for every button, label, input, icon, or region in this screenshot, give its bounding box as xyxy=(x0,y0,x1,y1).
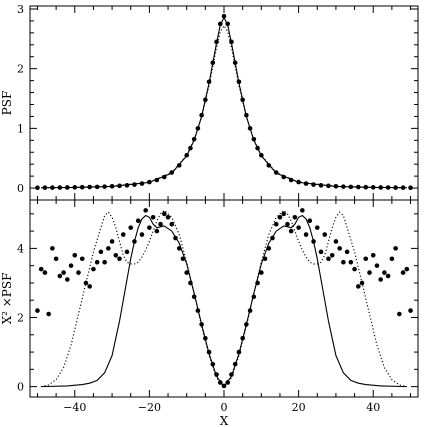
x-axis-label: X xyxy=(220,414,229,427)
data-point xyxy=(65,277,70,282)
data-point xyxy=(259,270,264,275)
data-point xyxy=(143,208,148,213)
data-point xyxy=(117,256,122,262)
data-point xyxy=(318,249,324,255)
data-point xyxy=(273,221,279,227)
data-point xyxy=(42,270,48,275)
dotted-curve xyxy=(41,209,407,388)
data-point xyxy=(408,308,413,313)
psf-panel: 0 1 2 3 PSF xyxy=(0,3,419,201)
data-point xyxy=(288,228,294,234)
data-point xyxy=(57,273,63,279)
y-tick-label: 3 xyxy=(17,3,24,16)
data-point xyxy=(307,218,313,224)
data-point xyxy=(333,239,339,244)
data-point xyxy=(158,221,163,227)
data-point xyxy=(370,252,376,258)
data-point xyxy=(46,311,51,317)
data-point xyxy=(374,263,380,268)
data-point xyxy=(124,249,130,255)
data-point xyxy=(292,214,298,220)
data-point xyxy=(94,259,100,265)
data-point xyxy=(135,218,141,224)
data-point xyxy=(408,185,413,191)
data-point xyxy=(72,252,78,258)
data-point xyxy=(165,214,171,220)
data-point xyxy=(389,256,395,262)
data-point xyxy=(352,266,357,272)
data-point xyxy=(363,256,369,262)
data-point xyxy=(277,214,283,220)
data-point xyxy=(337,246,342,251)
data-point xyxy=(154,228,160,234)
dotted-curve xyxy=(41,24,407,189)
data-point xyxy=(329,252,335,258)
y-axis-label: X² ×PSF xyxy=(0,273,14,325)
data-point xyxy=(38,266,44,272)
data-point xyxy=(300,208,305,213)
data-point xyxy=(184,270,189,275)
solid-curve xyxy=(41,214,407,388)
data-point xyxy=(296,225,301,230)
data-point xyxy=(139,232,145,237)
data-point xyxy=(397,311,402,317)
solid-curve xyxy=(41,16,407,189)
data-point xyxy=(169,221,175,227)
data-point xyxy=(53,256,59,262)
x-tick-label: 20 xyxy=(292,401,306,414)
y-tick-label: 0 xyxy=(17,182,24,195)
data-point xyxy=(393,246,398,251)
data-point xyxy=(98,249,104,255)
data-point xyxy=(91,266,96,272)
data-point xyxy=(79,256,85,262)
data-point xyxy=(348,259,354,265)
data-point xyxy=(87,284,92,289)
data-point xyxy=(356,284,361,289)
plot-frame xyxy=(29,5,419,201)
data-point xyxy=(120,232,126,237)
data-point xyxy=(341,259,346,265)
x-tick-label: −40 xyxy=(63,401,86,414)
data-point xyxy=(109,239,115,244)
data-point xyxy=(322,232,328,237)
data-point xyxy=(162,211,167,217)
y-tick-label: 1 xyxy=(17,122,24,135)
data-point xyxy=(150,214,156,220)
x-tick-label: 0 xyxy=(221,401,228,414)
y-tick-label: 4 xyxy=(17,242,24,255)
x-tick-label: 40 xyxy=(366,401,380,414)
data-point xyxy=(404,266,410,272)
data-point xyxy=(303,232,309,237)
data-point xyxy=(147,225,152,230)
data-point xyxy=(128,225,134,230)
data-point xyxy=(314,225,320,230)
x2-psf-panel: 0 2 4 −40 −20 0 20 40 X² ×PSF X xyxy=(0,199,419,427)
data-point xyxy=(102,259,107,265)
y-tick-label: 0 xyxy=(17,381,24,394)
y-tick-label: 2 xyxy=(17,312,24,325)
data-point xyxy=(106,246,111,251)
data-point xyxy=(83,280,89,286)
data-point xyxy=(281,211,286,217)
data-point xyxy=(35,185,40,191)
data-point xyxy=(344,249,350,255)
plot-frame xyxy=(29,199,419,398)
data-point xyxy=(378,277,383,282)
data-point xyxy=(367,270,372,275)
data-point xyxy=(285,221,290,227)
data-point xyxy=(35,308,40,313)
data-point xyxy=(326,256,331,262)
data-point xyxy=(382,270,387,275)
data-point xyxy=(385,273,391,279)
data-point xyxy=(113,252,119,258)
data-point xyxy=(68,263,74,268)
x-tick-label: −20 xyxy=(138,401,161,414)
data-point xyxy=(61,270,66,275)
data-point xyxy=(400,270,406,275)
data-point xyxy=(50,246,55,251)
y-axis-label: PSF xyxy=(0,91,14,116)
data-point xyxy=(76,270,81,275)
y-tick-label: 2 xyxy=(17,63,24,76)
